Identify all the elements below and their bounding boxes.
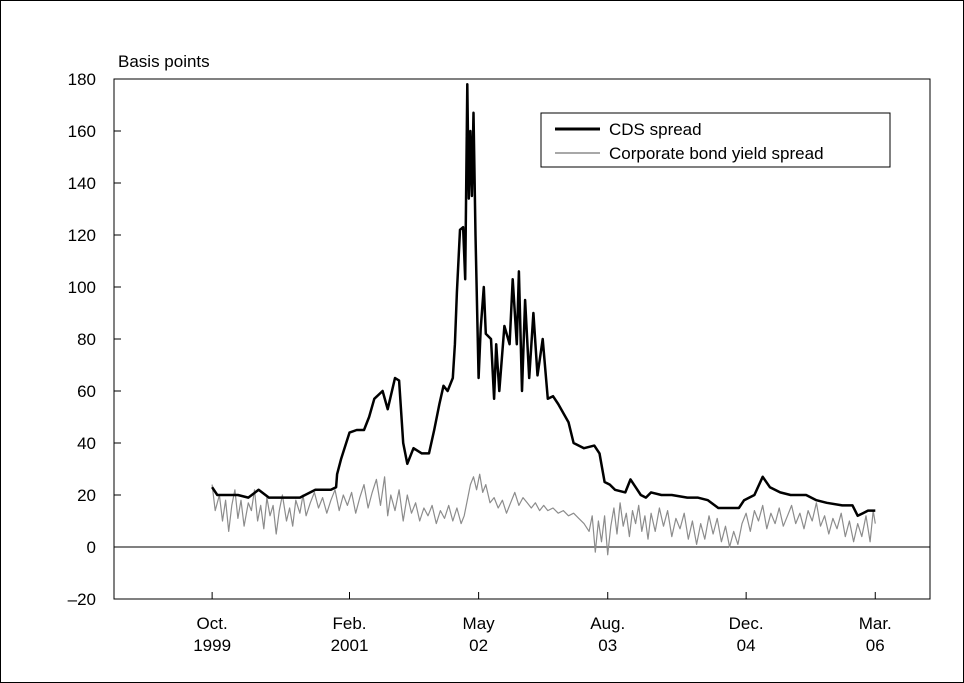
x-tick-label-year: 1999	[193, 636, 231, 655]
x-axis: Oct. 1999 Feb. 2001 May 02 Aug. 03 Dec. 04 Mar. 06	[193, 592, 892, 655]
y-tick-label: –20	[68, 590, 96, 609]
y-tick-label: 100	[68, 278, 96, 297]
legend-label-cds: CDS spread	[609, 120, 702, 139]
x-tick-label-year: 06	[866, 636, 885, 655]
y-tick-label: 140	[68, 174, 96, 193]
series-line-bond-spread	[211, 473, 876, 556]
series-group	[211, 82, 876, 556]
series-line-cds	[211, 82, 876, 518]
y-tick-label: 120	[68, 226, 96, 245]
legend: CDS spread Corporate bond yield spread	[540, 112, 891, 168]
y-axis-label: Basis points	[118, 52, 210, 71]
x-tick-label-month: Aug.	[590, 614, 625, 633]
y-tick-label: 180	[68, 70, 96, 89]
x-tick-label-month: May	[463, 614, 496, 633]
x-tick-label-month: Mar.	[859, 614, 892, 633]
x-tick-label-month: Feb.	[332, 614, 366, 633]
x-tick-label-month: Oct.	[197, 614, 228, 633]
y-tick-label: 0	[87, 538, 96, 557]
x-tick-label-month: Dec.	[729, 614, 764, 633]
y-tick-label: 20	[77, 486, 96, 505]
x-tick-label-year: 03	[598, 636, 617, 655]
y-tick-label: 80	[77, 330, 96, 349]
y-axis: –20 0 20 40 60 80 100 120 140 160 180	[68, 70, 121, 609]
legend-label-bond: Corporate bond yield spread	[609, 144, 824, 163]
y-tick-label: 60	[77, 382, 96, 401]
y-tick-label: 160	[68, 122, 96, 141]
y-tick-label: 40	[77, 434, 96, 453]
x-tick-label-year: 2001	[331, 636, 369, 655]
x-tick-label-year: 04	[737, 636, 756, 655]
x-tick-label-year: 02	[469, 636, 488, 655]
legend-box	[540, 112, 891, 168]
